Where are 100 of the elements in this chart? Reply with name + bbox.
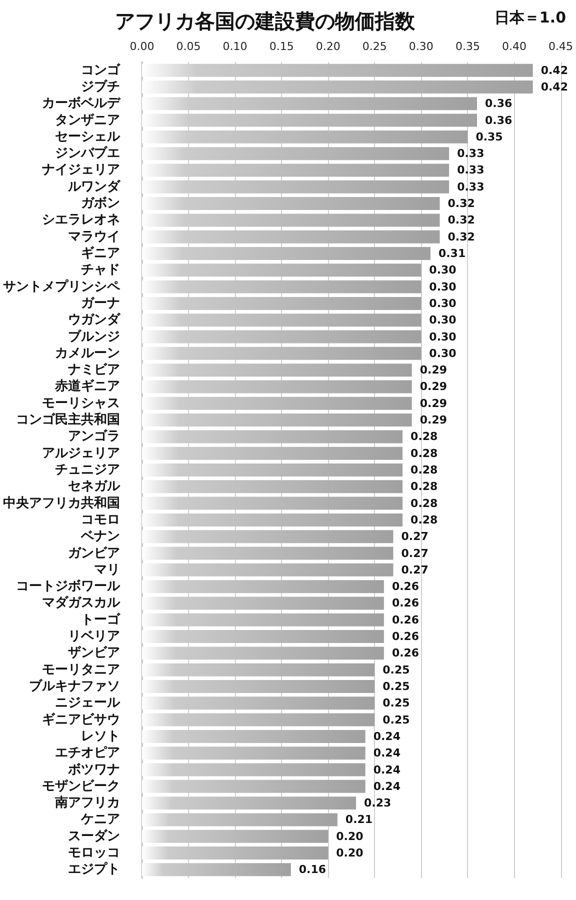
x-tick-label: 0.05 bbox=[176, 40, 201, 53]
data-label: 0.24 bbox=[373, 730, 401, 743]
data-label: 0.28 bbox=[410, 480, 438, 494]
bar bbox=[142, 580, 384, 594]
data-label: 0.36 bbox=[485, 114, 512, 127]
data-label: 0.20 bbox=[336, 846, 364, 860]
data-label: 0.32 bbox=[448, 230, 475, 244]
bar bbox=[142, 464, 403, 476]
y-tick-label: ブルキナファソ bbox=[29, 678, 120, 694]
y-tick-label: カメルーン bbox=[55, 346, 120, 361]
y-tick-label: アンゴラ bbox=[68, 429, 120, 444]
x-tick-label: 0.40 bbox=[502, 40, 526, 53]
bar bbox=[142, 364, 412, 377]
bar bbox=[142, 730, 366, 743]
y-tick-label: モザンビーク bbox=[42, 778, 120, 794]
bar bbox=[142, 230, 440, 244]
data-label: 0.29 bbox=[420, 396, 448, 410]
bar bbox=[142, 746, 366, 760]
bar bbox=[142, 513, 403, 526]
data-label: 0.42 bbox=[540, 64, 568, 77]
bar bbox=[142, 80, 533, 94]
y-tick-label: チュニジア bbox=[55, 462, 120, 478]
bar bbox=[142, 480, 403, 494]
data-label: 0.20 bbox=[336, 830, 364, 843]
data-label: 0.32 bbox=[448, 197, 475, 210]
bar bbox=[142, 280, 422, 294]
y-tick-label: タンザニア bbox=[55, 112, 120, 128]
y-tick-label: ボツワナ bbox=[67, 762, 120, 778]
data-label: 0.25 bbox=[382, 680, 410, 693]
y-tick-label: マダガスカル bbox=[42, 596, 121, 611]
data-label: 0.25 bbox=[382, 696, 410, 710]
bar bbox=[142, 630, 384, 644]
bar bbox=[142, 214, 440, 227]
data-label: 0.29 bbox=[420, 414, 448, 427]
bar bbox=[142, 680, 375, 693]
data-label: 0.31 bbox=[438, 247, 466, 260]
y-tick-label: ケニア bbox=[80, 812, 120, 828]
y-tick-label: マリ bbox=[94, 562, 120, 578]
bar bbox=[142, 130, 468, 144]
data-label: 0.21 bbox=[345, 813, 373, 826]
y-tick-label: ジンバブエ bbox=[55, 145, 120, 162]
bar bbox=[142, 663, 375, 676]
y-tick-label: アルジェリア bbox=[42, 446, 120, 461]
bar bbox=[142, 114, 478, 127]
bar bbox=[142, 330, 422, 344]
data-label: 0.30 bbox=[429, 280, 457, 294]
data-label: 0.28 bbox=[410, 464, 438, 476]
y-tick-label: ベナン bbox=[80, 529, 120, 544]
x-tick-label: 0.15 bbox=[269, 40, 294, 53]
y-tick-label: コモロ bbox=[81, 512, 120, 528]
bar bbox=[142, 396, 412, 410]
data-label: 0.32 bbox=[448, 214, 475, 227]
data-label: 0.26 bbox=[392, 580, 420, 594]
data-label: 0.26 bbox=[392, 596, 420, 610]
y-tick-label: ギニアビサウ bbox=[42, 712, 120, 728]
x-tick-label: 0.25 bbox=[362, 40, 387, 53]
data-label: 0.25 bbox=[382, 663, 410, 676]
text: 日本＝1.0 bbox=[494, 8, 566, 26]
bar bbox=[142, 97, 478, 110]
data-label: 0.27 bbox=[401, 563, 428, 576]
y-tick-label: ガボン bbox=[81, 196, 120, 212]
x-tick-label: 0.30 bbox=[408, 40, 434, 53]
bar bbox=[142, 346, 422, 360]
bar bbox=[142, 763, 366, 776]
data-label: 0.23 bbox=[364, 796, 392, 810]
data-label: 0.30 bbox=[429, 264, 457, 277]
data-label: 0.30 bbox=[429, 330, 457, 344]
data-label: 0.35 bbox=[476, 130, 503, 144]
data-label: 0.29 bbox=[420, 364, 448, 377]
bar bbox=[142, 64, 533, 77]
data-label: 0.33 bbox=[457, 180, 484, 194]
bar bbox=[142, 846, 328, 860]
x-tick-label: 0.35 bbox=[455, 40, 480, 53]
x-tick-label: 0.10 bbox=[222, 40, 248, 53]
data-label: 0.24 bbox=[373, 746, 401, 760]
y-tick-label: セネガル bbox=[68, 479, 121, 494]
y-tick-label: ザンビア bbox=[68, 646, 120, 661]
data-label: 0.26 bbox=[392, 646, 420, 660]
y-tick-label: コンゴ民主共和国 bbox=[16, 412, 120, 428]
bar bbox=[142, 563, 394, 576]
data-label: 0.26 bbox=[392, 630, 420, 644]
y-tick-label: ニジェール bbox=[55, 696, 121, 711]
y-tick-label: リベリア bbox=[68, 629, 120, 644]
bar bbox=[142, 496, 403, 510]
y-tick-label: 南アフリカ bbox=[54, 796, 120, 811]
data-label: 0.24 bbox=[373, 763, 401, 776]
bar bbox=[142, 180, 450, 194]
bar bbox=[142, 530, 394, 544]
y-tick-label: ナイジェリア bbox=[42, 162, 120, 178]
data-label: 0.27 bbox=[401, 530, 428, 544]
x-tick-label: 0.20 bbox=[316, 40, 340, 53]
y-tick-label: モーリタニア bbox=[42, 662, 120, 678]
bar bbox=[142, 147, 450, 160]
bar bbox=[142, 546, 394, 560]
y-tick-label: コートジボワール bbox=[16, 579, 121, 594]
bar bbox=[142, 264, 422, 277]
bar bbox=[142, 813, 338, 826]
y-tick-label: 中央アフリカ共和国 bbox=[3, 494, 120, 511]
data-label: 0.30 bbox=[429, 346, 457, 360]
y-tick-label: ガンビア bbox=[68, 546, 120, 561]
